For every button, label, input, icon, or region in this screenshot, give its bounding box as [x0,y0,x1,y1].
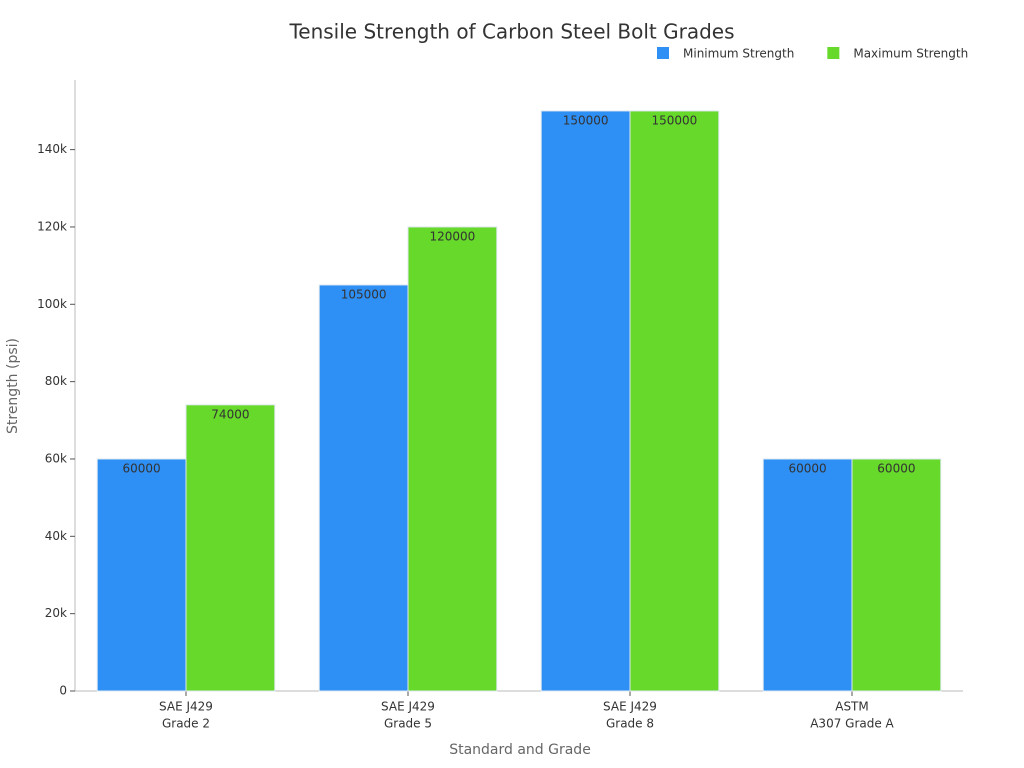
legend-swatch [827,47,840,59]
data-label: 60000 [789,461,827,475]
bar [629,110,720,692]
bar [540,110,631,692]
y-tick-label: 80k [45,374,67,388]
x-tick-label: Grade 5 [384,717,432,731]
bar [96,458,187,692]
data-label: 74000 [211,407,249,421]
data-label: 105000 [341,287,387,301]
data-label: 60000 [123,461,161,475]
x-tick-label: A307 Grade A [810,717,894,731]
x-tick-label: SAE J429 [603,700,657,714]
legend-label: Maximum Strength [853,47,968,61]
y-axis-label: Strength (psi) [5,338,21,434]
chart-title: Tensile Strength of Carbon Steel Bolt Gr… [288,20,734,44]
legend-label: Minimum Strength [683,47,794,61]
x-tick-label: SAE J429 [381,700,435,714]
y-tick-label: 100k [37,297,67,311]
bar [318,284,409,692]
x-axis-label: Standard and Grade [449,742,591,758]
x-tick-label: SAE J429 [159,700,213,714]
data-label: 150000 [651,113,697,127]
y-tick-label: 60k [45,451,67,465]
bar [407,226,498,692]
y-tick-label: 20k [45,606,67,620]
data-label: 120000 [429,229,475,243]
legend-swatch [657,47,669,59]
x-tick-label: ASTM [835,700,869,714]
bar [185,404,276,692]
y-tick-label: 120k [37,219,67,233]
bar [762,458,853,692]
x-tick-label: Grade 2 [162,717,210,731]
data-label: 60000 [877,461,915,475]
y-tick-label: 0 [59,684,67,698]
data-label: 150000 [563,113,609,127]
x-tick-label: Grade 8 [606,717,654,731]
y-tick-label: 140k [37,142,67,156]
bar [851,458,942,692]
y-tick-label: 40k [45,529,67,543]
